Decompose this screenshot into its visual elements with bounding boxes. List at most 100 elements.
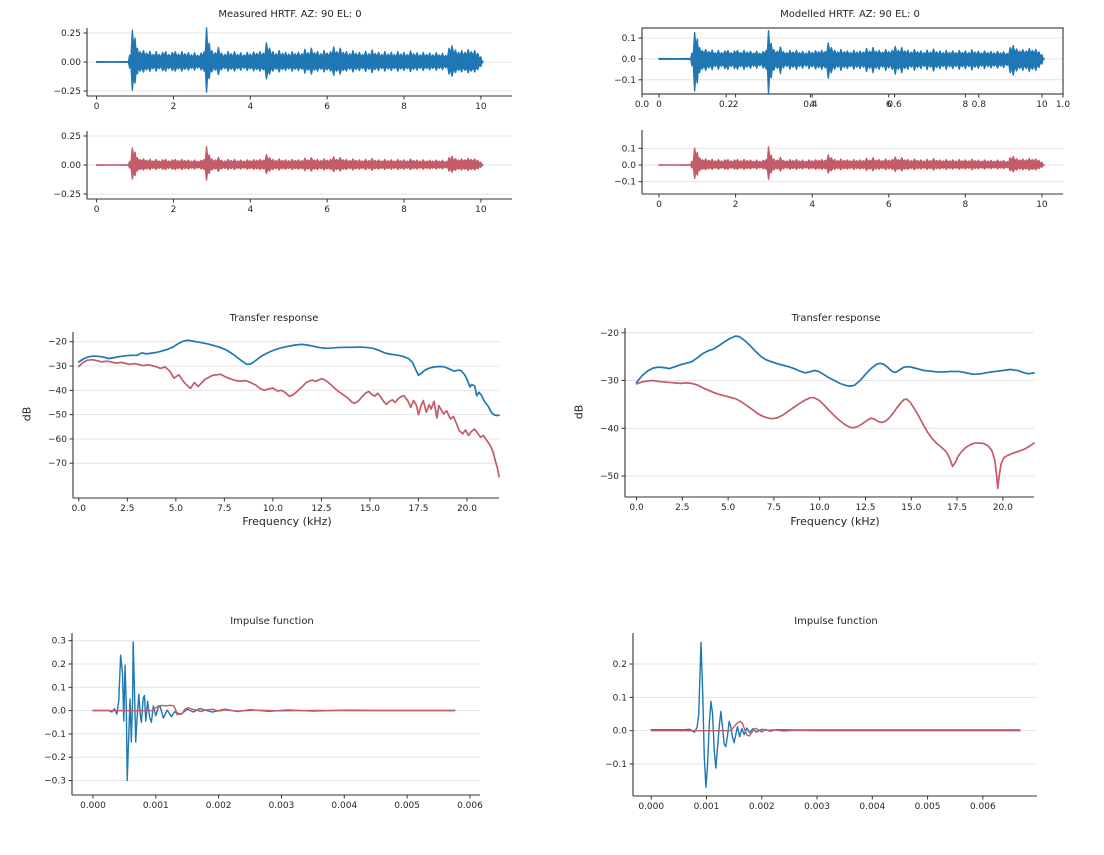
svg-text:7.5: 7.5 <box>217 504 231 514</box>
impulse-function-left-title: Impulse function <box>230 616 314 627</box>
svg-text:−0.1: −0.1 <box>614 76 636 86</box>
svg-text:0.005: 0.005 <box>394 801 420 811</box>
svg-text:2: 2 <box>733 100 739 110</box>
svg-text:7.5: 7.5 <box>767 503 781 513</box>
svg-text:0.005: 0.005 <box>915 802 941 812</box>
svg-text:−0.1: −0.1 <box>614 178 636 188</box>
svg-text:8: 8 <box>962 100 968 110</box>
svg-text:17.5: 17.5 <box>947 503 967 513</box>
svg-text:−40: −40 <box>600 424 619 434</box>
svg-text:0.00: 0.00 <box>61 161 81 171</box>
svg-text:10: 10 <box>1036 100 1048 110</box>
svg-text:6: 6 <box>886 200 892 210</box>
svg-text:0.1: 0.1 <box>613 693 627 703</box>
svg-text:6: 6 <box>886 100 892 110</box>
svg-text:0.1: 0.1 <box>52 683 66 693</box>
svg-text:0.2: 0.2 <box>613 660 627 670</box>
frequency-axis-label-right: Frequency (kHz) <box>790 515 880 528</box>
svg-text:0.25: 0.25 <box>61 29 81 39</box>
svg-text:15.0: 15.0 <box>901 503 921 513</box>
svg-text:8: 8 <box>401 102 407 112</box>
svg-text:0.004: 0.004 <box>859 802 885 812</box>
svg-text:0.0: 0.0 <box>72 504 87 514</box>
transfer-response-right-title: Transfer response <box>791 313 881 324</box>
svg-text:−0.1: −0.1 <box>44 730 66 740</box>
svg-text:17.5: 17.5 <box>408 504 428 514</box>
svg-text:0.25: 0.25 <box>61 132 81 142</box>
svg-text:0.004: 0.004 <box>331 801 357 811</box>
svg-text:0.001: 0.001 <box>694 802 720 812</box>
svg-text:0: 0 <box>656 200 662 210</box>
svg-text:−0.3: −0.3 <box>44 777 66 787</box>
svg-text:0.3: 0.3 <box>52 637 66 647</box>
svg-text:0.0: 0.0 <box>629 503 644 513</box>
svg-text:0.000: 0.000 <box>638 802 664 812</box>
svg-text:−30: −30 <box>600 377 619 387</box>
svg-text:0.8: 0.8 <box>972 100 987 110</box>
svg-text:−20: −20 <box>48 338 67 348</box>
svg-text:0.6: 0.6 <box>887 100 902 110</box>
svg-text:2: 2 <box>171 102 177 112</box>
svg-text:0.002: 0.002 <box>749 802 775 812</box>
impulse-function-right-title: Impulse function <box>794 616 878 627</box>
svg-text:0.0: 0.0 <box>635 100 650 110</box>
svg-text:−0.25: −0.25 <box>53 190 81 200</box>
svg-text:8: 8 <box>401 205 407 215</box>
modelled-hrtf-title: Modelled HRTF. AZ: 90 EL: 0 <box>780 9 920 20</box>
svg-text:−70: −70 <box>48 459 67 469</box>
svg-text:−60: −60 <box>48 435 67 445</box>
svg-text:0.002: 0.002 <box>206 801 232 811</box>
svg-text:0.2: 0.2 <box>52 660 66 670</box>
svg-text:−50: −50 <box>48 411 67 421</box>
svg-text:−0.2: −0.2 <box>44 753 66 763</box>
svg-text:2.5: 2.5 <box>120 504 134 514</box>
svg-text:0.0: 0.0 <box>622 55 637 65</box>
svg-text:4: 4 <box>247 102 253 112</box>
svg-text:0.006: 0.006 <box>970 802 996 812</box>
svg-text:1.0: 1.0 <box>1056 100 1071 110</box>
svg-text:0.0: 0.0 <box>613 727 628 737</box>
svg-text:0: 0 <box>656 100 662 110</box>
svg-text:0.000: 0.000 <box>80 801 106 811</box>
db-axis-label-left: dB <box>20 406 34 422</box>
svg-text:−40: −40 <box>48 386 67 396</box>
svg-text:0.0: 0.0 <box>52 707 67 717</box>
svg-text:0: 0 <box>94 102 100 112</box>
svg-text:0.006: 0.006 <box>457 801 483 811</box>
svg-text:−0.1: −0.1 <box>605 760 627 770</box>
svg-text:15.0: 15.0 <box>360 504 380 514</box>
svg-text:20.0: 20.0 <box>457 504 477 514</box>
db-axis-label-right: dB <box>572 404 586 420</box>
svg-text:0.003: 0.003 <box>269 801 295 811</box>
svg-text:4: 4 <box>247 205 253 215</box>
svg-text:10: 10 <box>475 205 487 215</box>
svg-text:2: 2 <box>171 205 177 215</box>
svg-text:10.0: 10.0 <box>810 503 830 513</box>
svg-text:0.4: 0.4 <box>803 100 818 110</box>
svg-text:−0.25: −0.25 <box>53 87 81 97</box>
svg-text:4: 4 <box>809 100 815 110</box>
svg-text:0: 0 <box>94 205 100 215</box>
svg-text:−50: −50 <box>600 472 619 482</box>
svg-text:0.003: 0.003 <box>804 802 830 812</box>
svg-text:−30: −30 <box>48 362 67 372</box>
svg-text:6: 6 <box>324 102 330 112</box>
svg-text:20.0: 20.0 <box>993 503 1013 513</box>
svg-text:0.1: 0.1 <box>622 34 636 44</box>
svg-text:−20: −20 <box>600 329 619 339</box>
svg-text:5.0: 5.0 <box>169 504 184 514</box>
transfer-response-left-title: Transfer response <box>229 313 319 324</box>
svg-text:0.00: 0.00 <box>61 58 81 68</box>
svg-text:10.0: 10.0 <box>263 504 283 514</box>
svg-text:12.5: 12.5 <box>855 503 875 513</box>
svg-text:0.1: 0.1 <box>622 144 636 154</box>
svg-text:0.0: 0.0 <box>622 161 637 171</box>
svg-text:12.5: 12.5 <box>311 504 331 514</box>
frequency-axis-label-left: Frequency (kHz) <box>242 515 332 528</box>
svg-text:8: 8 <box>962 200 968 210</box>
svg-text:0.2: 0.2 <box>719 100 733 110</box>
svg-text:0.001: 0.001 <box>143 801 169 811</box>
svg-text:4: 4 <box>809 200 815 210</box>
